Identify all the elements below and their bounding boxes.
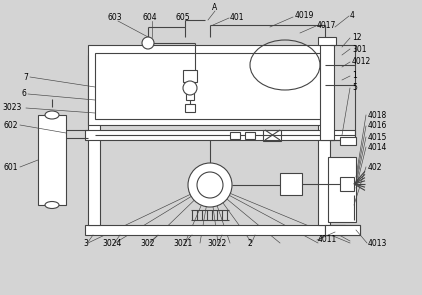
Circle shape bbox=[183, 81, 197, 95]
Text: 605: 605 bbox=[176, 14, 190, 22]
Bar bbox=[183, 70, 197, 82]
Text: 4011: 4011 bbox=[318, 235, 337, 245]
Text: 5: 5 bbox=[352, 83, 357, 93]
Text: 4017: 4017 bbox=[317, 22, 336, 30]
Bar bbox=[38, 115, 66, 205]
Text: 302: 302 bbox=[141, 240, 155, 248]
Bar bbox=[185, 104, 195, 112]
Bar bbox=[88, 55, 100, 225]
Bar bbox=[340, 137, 356, 145]
Ellipse shape bbox=[45, 111, 59, 119]
Text: 3: 3 bbox=[84, 240, 89, 248]
Bar bbox=[245, 132, 255, 139]
Text: 3022: 3022 bbox=[207, 240, 227, 248]
Bar bbox=[318, 37, 336, 45]
Ellipse shape bbox=[45, 201, 59, 209]
Text: 301: 301 bbox=[352, 45, 366, 53]
Bar bbox=[340, 177, 354, 191]
Circle shape bbox=[188, 163, 232, 207]
Text: 4: 4 bbox=[350, 11, 355, 19]
Text: 4014: 4014 bbox=[368, 142, 387, 152]
Bar bbox=[88, 45, 330, 125]
Text: 401: 401 bbox=[230, 14, 244, 22]
Bar bbox=[328, 157, 356, 222]
Bar bbox=[325, 225, 360, 235]
Text: A: A bbox=[212, 4, 218, 12]
Circle shape bbox=[197, 172, 223, 198]
Bar bbox=[85, 130, 355, 140]
Bar bbox=[320, 40, 334, 140]
Bar bbox=[85, 225, 345, 235]
Text: 603: 603 bbox=[108, 14, 122, 22]
Bar bbox=[318, 55, 330, 225]
Text: 6: 6 bbox=[21, 89, 26, 99]
Text: 4016: 4016 bbox=[368, 122, 387, 130]
Text: 7: 7 bbox=[23, 73, 28, 81]
Bar bbox=[325, 225, 360, 235]
Text: 4015: 4015 bbox=[368, 132, 387, 142]
Circle shape bbox=[142, 37, 154, 49]
Text: 4019: 4019 bbox=[295, 11, 314, 19]
Bar bbox=[263, 130, 281, 141]
Text: 402: 402 bbox=[368, 163, 382, 171]
Text: 12: 12 bbox=[352, 34, 362, 42]
Bar bbox=[280, 173, 302, 195]
Text: 1: 1 bbox=[352, 71, 357, 81]
Text: 3024: 3024 bbox=[102, 240, 122, 248]
Bar bbox=[230, 132, 240, 139]
Text: 602: 602 bbox=[3, 120, 18, 130]
Text: 4018: 4018 bbox=[368, 111, 387, 119]
Bar bbox=[95, 53, 323, 119]
Text: 3021: 3021 bbox=[173, 240, 192, 248]
Text: 604: 604 bbox=[143, 14, 157, 22]
Text: 4012: 4012 bbox=[352, 58, 371, 66]
Text: 2: 2 bbox=[248, 240, 252, 248]
Text: 3023: 3023 bbox=[3, 104, 22, 112]
Bar bbox=[186, 92, 194, 100]
Text: 601: 601 bbox=[3, 163, 18, 171]
Text: 4013: 4013 bbox=[368, 238, 387, 248]
